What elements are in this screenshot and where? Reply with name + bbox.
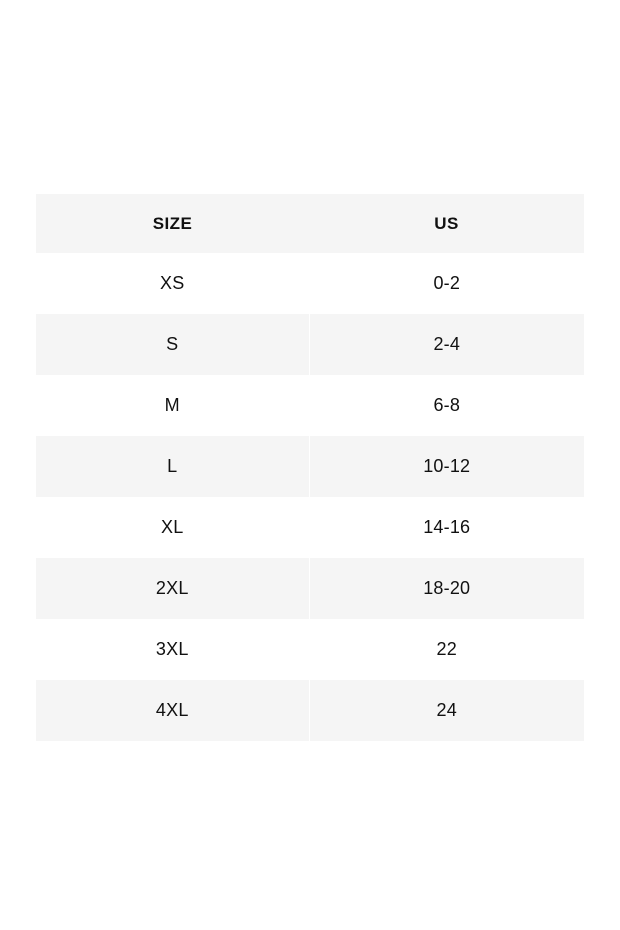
table-row: 2XL 18-20 bbox=[36, 558, 584, 619]
table-row: L 10-12 bbox=[36, 436, 584, 497]
cell-us: 24 bbox=[436, 700, 457, 720]
cell-us: 18-20 bbox=[423, 578, 471, 598]
table-row: 3XL 22 bbox=[36, 619, 584, 680]
cell-us: 22 bbox=[436, 639, 457, 659]
column-header-us: US bbox=[434, 213, 459, 233]
table-row: XL 14-16 bbox=[36, 497, 584, 558]
size-chart-table: SIZE US XS 0-2 S 2-4 M 6-8 L 10-12 XL bbox=[36, 194, 584, 741]
cell-size: 2XL bbox=[36, 558, 310, 619]
table-header-row: SIZE US bbox=[36, 194, 584, 253]
table-row: M 6-8 bbox=[36, 375, 584, 436]
cell-us: 14-16 bbox=[423, 517, 471, 537]
table-header: SIZE US bbox=[36, 194, 584, 253]
cell-size: S bbox=[36, 314, 310, 375]
cell-size: M bbox=[36, 375, 310, 436]
cell-size: L bbox=[36, 436, 310, 497]
table-row: S 2-4 bbox=[36, 314, 584, 375]
cell-size: XS bbox=[36, 253, 310, 314]
cell-us: 2-4 bbox=[433, 334, 461, 354]
cell-us: 6-8 bbox=[433, 395, 461, 415]
table-body: XS 0-2 S 2-4 M 6-8 L 10-12 XL 14-16 2XL … bbox=[36, 253, 584, 741]
cell-size: 3XL bbox=[36, 619, 310, 680]
cell-us: 0-2 bbox=[433, 273, 461, 293]
table-row: 4XL 24 bbox=[36, 680, 584, 741]
column-header-size: SIZE bbox=[152, 213, 193, 233]
cell-size: XL bbox=[36, 497, 310, 558]
cell-size: 4XL bbox=[36, 680, 310, 741]
table-row: XS 0-2 bbox=[36, 253, 584, 314]
cell-us: 10-12 bbox=[423, 456, 471, 476]
